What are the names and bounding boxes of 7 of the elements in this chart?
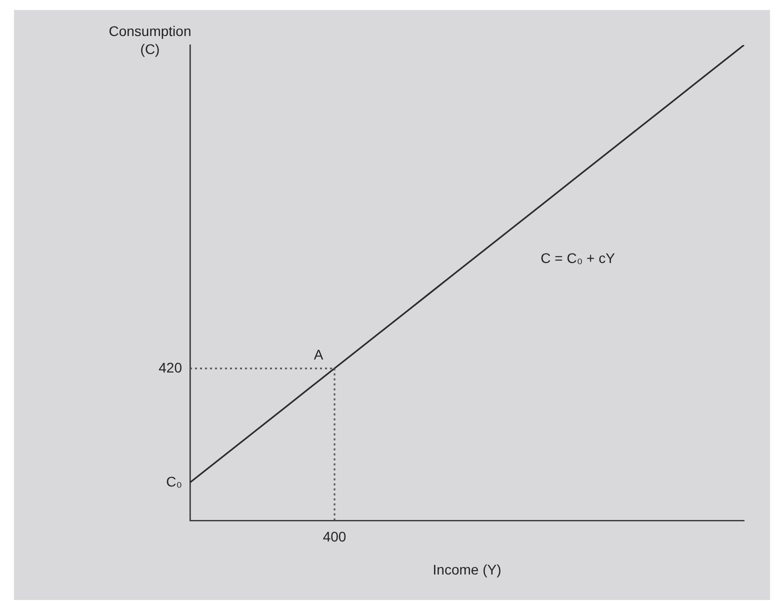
text: C₀ [166, 473, 182, 490]
text: 400 [322, 528, 346, 544]
text: 420 [158, 359, 182, 376]
annotation: A [314, 346, 324, 362]
y-axis-title: Consumption (C) [108, 23, 192, 57]
x-axis-title: Income (Y) [432, 561, 502, 578]
annotation: C = C₀ + cY [540, 250, 616, 266]
